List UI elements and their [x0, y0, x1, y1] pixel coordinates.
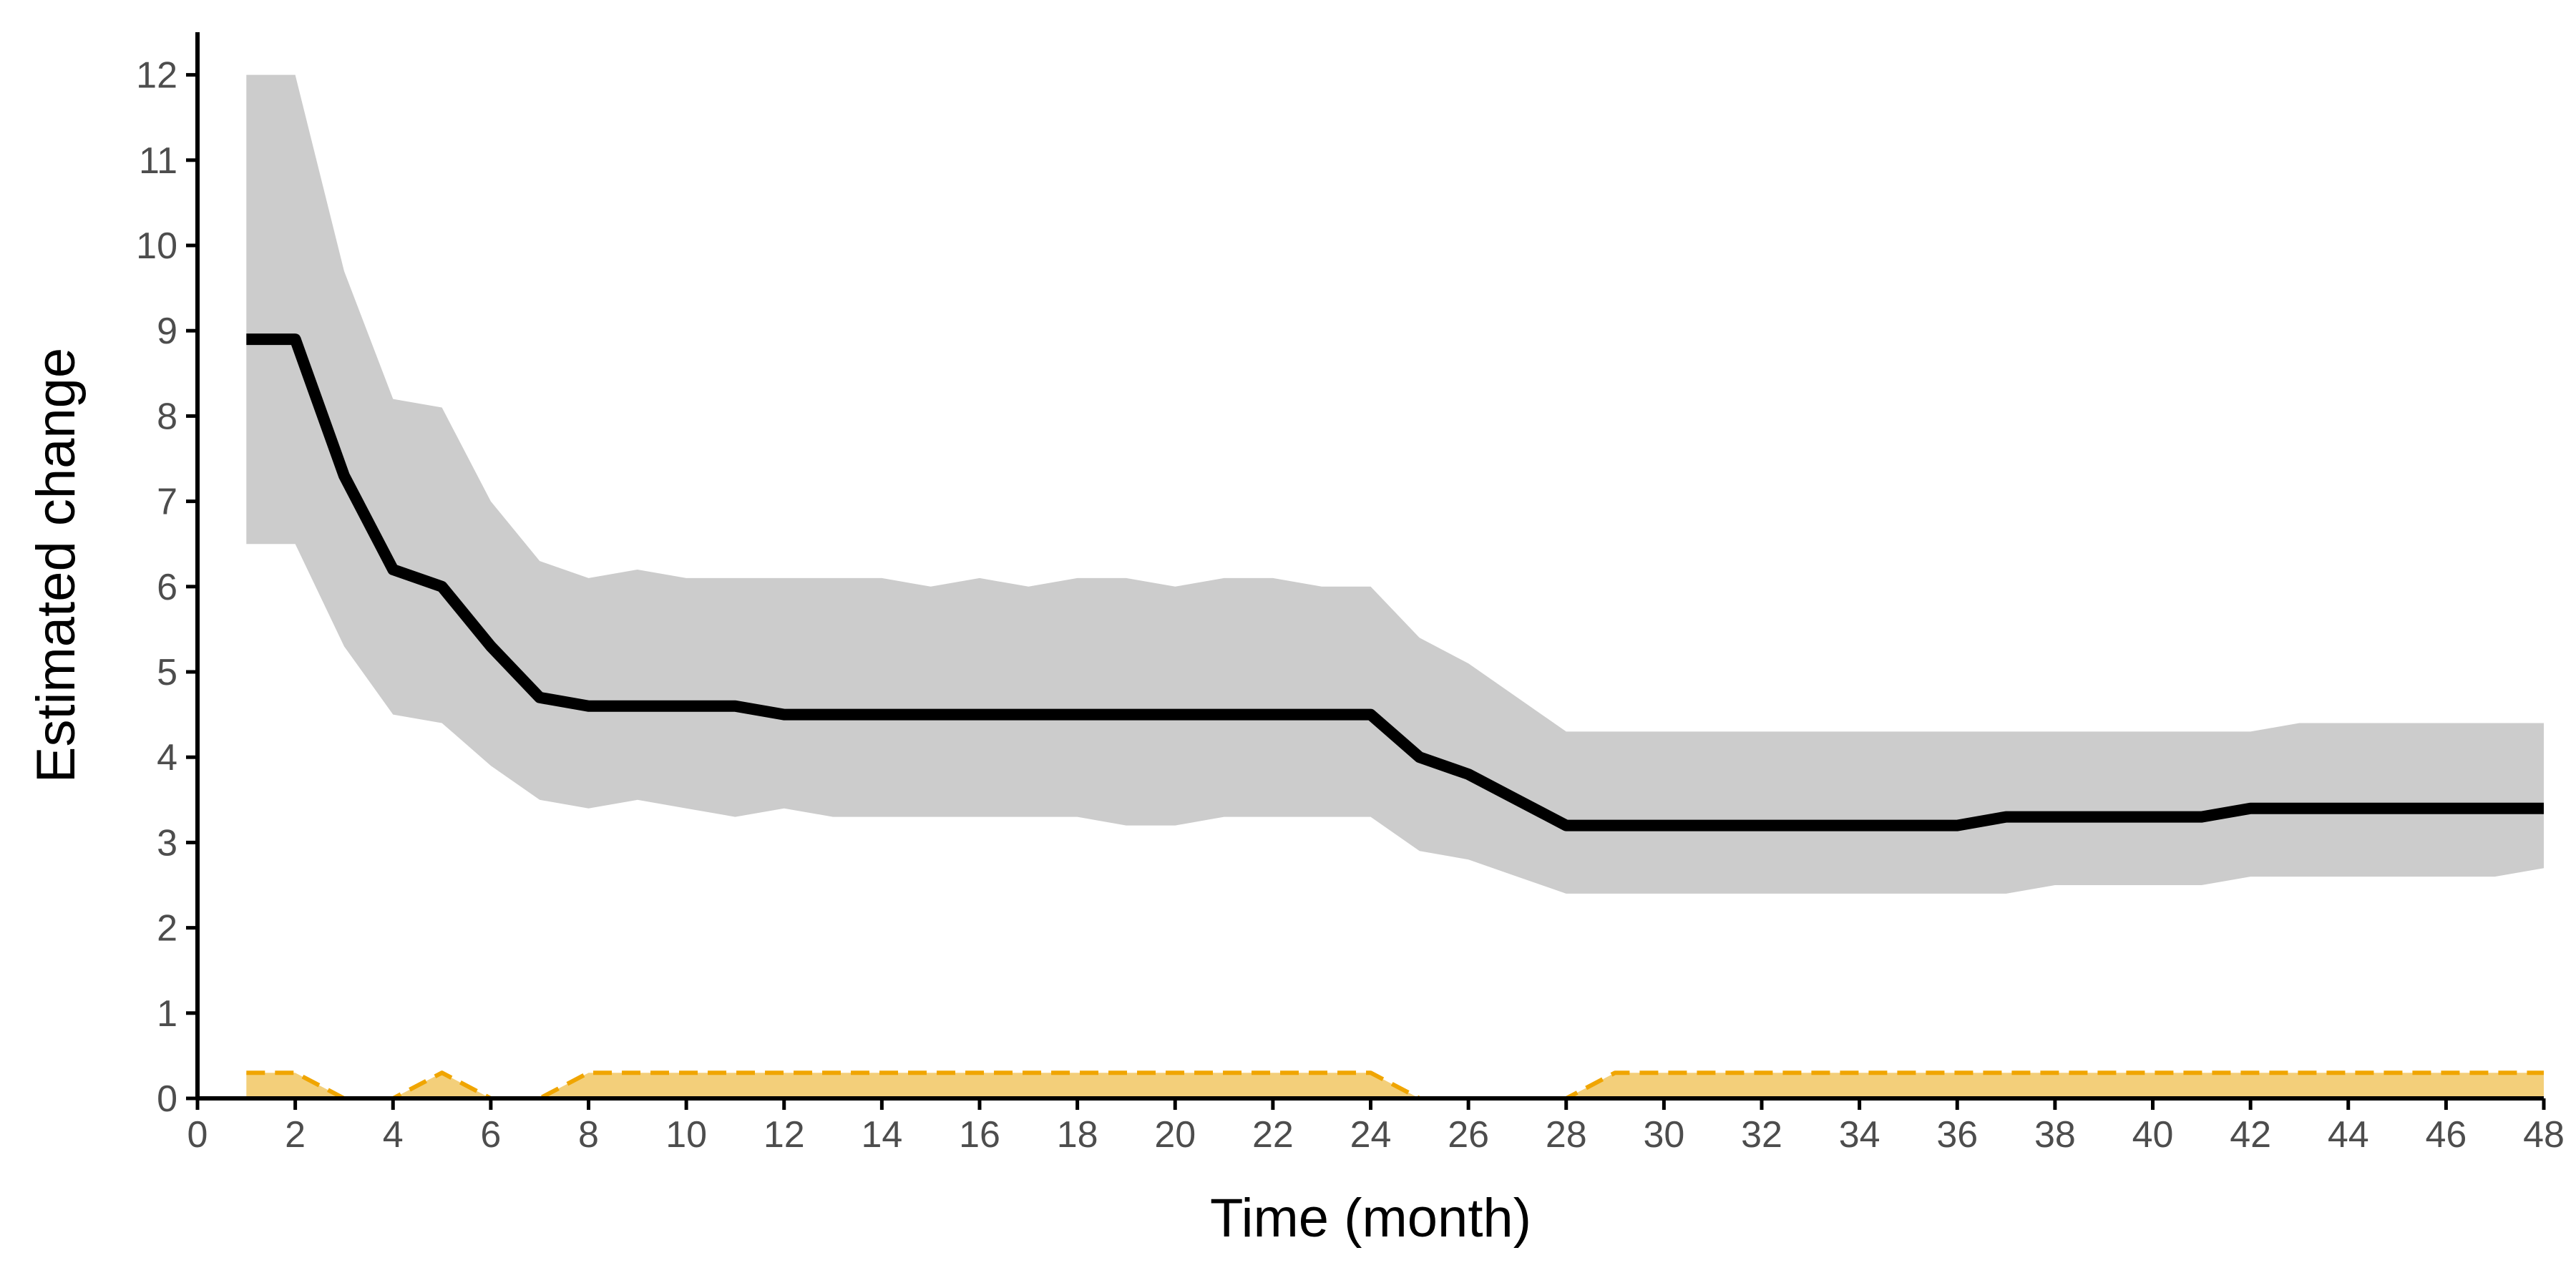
x-tick-label: 42 — [2230, 1114, 2271, 1156]
y-tick-label: 2 — [157, 908, 177, 950]
y-tick-label: 3 — [157, 822, 177, 864]
x-tick-label: 36 — [1936, 1114, 1978, 1156]
y-tick-label: 10 — [136, 225, 177, 267]
axes: 0 2 4 6 8 10 12 14 16 18 20 22 24 26 28 30 32 34 36 38 40 42 4… — [136, 32, 2565, 1156]
x-tick-label: 44 — [2328, 1114, 2369, 1156]
x-tick-label: 34 — [1839, 1114, 1880, 1156]
x-tick-label: 46 — [2425, 1114, 2467, 1156]
x-tick-label: 22 — [1252, 1114, 1294, 1156]
series-line-lower — [246, 1070, 2544, 1101]
x-tick-label: 48 — [2523, 1114, 2565, 1156]
y-tick-label: 5 — [157, 652, 177, 693]
x-tick-label: 28 — [1546, 1114, 1587, 1156]
x-tick-label: 2 — [285, 1114, 306, 1156]
x-tick-label: 24 — [1350, 1114, 1392, 1156]
x-axis-title: Time (month) — [1210, 1188, 1531, 1249]
plot-area — [246, 74, 2544, 1101]
y-tick-label: 6 — [157, 567, 177, 608]
x-tick-label: 30 — [1643, 1114, 1684, 1156]
x-tick-label: 10 — [665, 1114, 707, 1156]
y-axis-title: Estimated change — [26, 348, 87, 783]
x-tick-label: 16 — [959, 1114, 1000, 1156]
y-tick-label: 8 — [157, 396, 177, 437]
x-tick-label: 40 — [2132, 1114, 2174, 1156]
x-tick-label: 8 — [578, 1114, 599, 1156]
y-tick-label: 12 — [136, 55, 177, 97]
x-tick-label: 38 — [2034, 1114, 2076, 1156]
x-tick-label: 4 — [383, 1114, 404, 1156]
x-tick-label: 12 — [763, 1114, 805, 1156]
x-tick-label: 26 — [1448, 1114, 1489, 1156]
y-tick-label: 11 — [139, 140, 177, 182]
confidence-band — [246, 74, 2544, 894]
x-tick-label: 20 — [1154, 1114, 1196, 1156]
series-line-estimate — [246, 333, 2544, 831]
x-tick-label: 32 — [1741, 1114, 1782, 1156]
y-tick-label: 9 — [157, 311, 177, 352]
y-tick-label: 4 — [157, 737, 177, 779]
y-tick-label: 0 — [157, 1078, 177, 1120]
x-tick-label: 6 — [480, 1114, 501, 1156]
y-tick-label: 7 — [157, 482, 177, 523]
x-tick-label: 0 — [187, 1114, 208, 1156]
x-tick-label: 14 — [861, 1114, 902, 1156]
y-tick-label: 1 — [157, 993, 177, 1035]
x-tick-label: 18 — [1057, 1114, 1098, 1156]
